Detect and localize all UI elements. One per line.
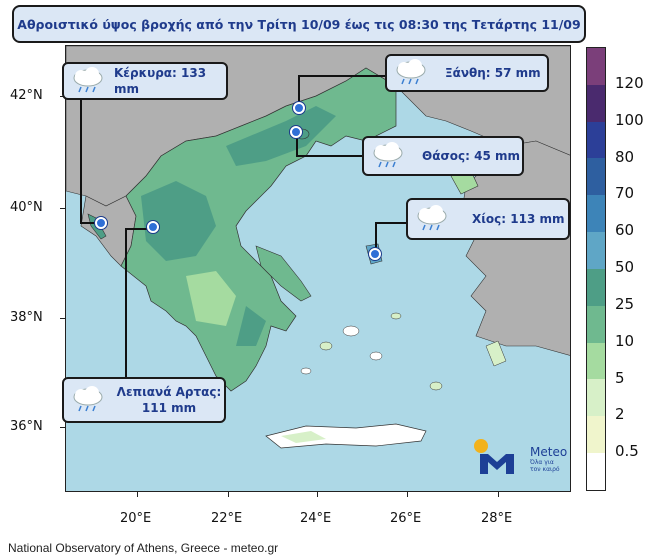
leader-line-thasos (296, 131, 298, 156)
y-tick-mark (60, 427, 65, 428)
greece-rainfall-map (66, 46, 570, 491)
station-marker-thasos[interactable] (290, 126, 302, 138)
rain-cloud-icon (73, 67, 103, 93)
x-tick-mark (498, 492, 499, 497)
colorbar-segment (587, 342, 605, 380)
y-tick-label: 42°N (10, 88, 43, 103)
station-callout-lepiana[interactable]: Λεπιανά Αρτας: 111 mm (62, 377, 226, 423)
map-panel (65, 45, 571, 492)
colorbar-label: 60 (615, 221, 635, 240)
station-callout-kerkyra[interactable]: Κέρκυρα: 133 mm (62, 62, 228, 100)
leader-line-lepiana (125, 228, 127, 378)
colorbar-label: 100 (615, 110, 644, 129)
station-callout-xanthi[interactable]: Ξάνθη: 57 mm (385, 54, 549, 92)
station-marker-kerkyra[interactable] (95, 217, 107, 229)
map-title-box: Αθροιστικό ύψος βροχής από την Τρίτη 10/… (12, 5, 586, 43)
y-tick-mark (60, 208, 65, 209)
rain-cloud-icon (73, 386, 103, 412)
colorbar-segment (587, 84, 605, 122)
x-tick-label: 26°E (390, 511, 422, 526)
colorbar-label: 2 (615, 405, 625, 424)
rain-cloud-icon (373, 142, 403, 168)
rain-cloud-icon (417, 205, 447, 231)
leader-line-chios (375, 222, 409, 224)
meteo-logo: Meteo Όλα για τον καιρό (470, 436, 570, 484)
x-tick-mark (228, 492, 229, 497)
colorbar-label: 0.5 (615, 442, 639, 461)
colorbar-label: 5 (615, 368, 625, 387)
colorbar-segment (587, 379, 605, 417)
colorbar-label: 70 (615, 184, 635, 203)
rain-cloud-icon (396, 59, 426, 85)
colorbar-label: 50 (615, 258, 635, 276)
y-tick-label: 38°N (10, 310, 43, 325)
meteo-logo-mark (474, 439, 514, 474)
leader-line-kerkyra (80, 96, 82, 224)
station-label-kerkyra: Κέρκυρα: 133 mm (114, 66, 207, 96)
x-tick-label: 28°E (481, 511, 513, 526)
logo-name: Meteo (530, 445, 568, 459)
x-tick-label: 20°E (120, 511, 152, 526)
leader-line-chios (375, 222, 377, 254)
colorbar-segment (587, 453, 605, 490)
station-label-chios: Χίος: 113 mm (472, 212, 565, 226)
leader-line-kerkyra (80, 222, 102, 224)
x-tick-label: 22°E (211, 511, 243, 526)
x-tick-mark (137, 492, 138, 497)
x-tick-label: 24°E (300, 511, 332, 526)
colorbar-label: 10 (615, 331, 635, 350)
colorbar-segment (587, 121, 605, 159)
colorbar-segment (587, 158, 605, 196)
station-label-xanthi: Ξάνθη: 57 mm (445, 66, 541, 80)
station-callout-thasos[interactable]: Θάσος: 45 mm (362, 136, 524, 176)
station-marker-xanthi[interactable] (293, 102, 305, 114)
colorbar-label: 25 (615, 294, 635, 313)
colorbar (586, 47, 606, 491)
station-label-thasos: Θάσος: 45 mm (422, 149, 521, 163)
colorbar-label: 120 (615, 73, 644, 92)
x-tick-mark (317, 492, 318, 497)
x-tick-mark (407, 492, 408, 497)
station-label-lepiana-value: 111 mm (141, 401, 197, 415)
station-callout-chios[interactable]: Χίος: 113 mm (406, 198, 570, 240)
logo-tagline-2: τον καιρό (530, 466, 560, 473)
leader-line-thasos (296, 155, 364, 157)
colorbar-segment (587, 232, 605, 269)
leader-line-xanthi (298, 75, 300, 108)
leader-line-xanthi (298, 75, 388, 77)
map-title: Αθροιστικό ύψος βροχής από την Τρίτη 10/… (17, 16, 581, 32)
colorbar-label: 80 (615, 147, 635, 166)
y-tick-label: 36°N (10, 419, 43, 434)
colorbar-segment (587, 268, 605, 306)
station-label-lepiana: Λεπιανά Αρτας: (116, 385, 222, 399)
leader-line-lepiana (125, 228, 153, 230)
y-tick-label: 40°N (10, 200, 43, 215)
colorbar-segment (587, 195, 605, 233)
colorbar-segment (587, 416, 605, 454)
station-marker-lepiana[interactable] (147, 221, 159, 233)
station-marker-chios[interactable] (369, 248, 381, 260)
colorbar-segment (587, 305, 605, 343)
footer-credit: National Observatory of Athens, Greece -… (8, 541, 279, 555)
logo-tagline-1: Όλα για (530, 459, 554, 466)
colorbar-segment (587, 48, 605, 85)
y-tick-mark (60, 318, 65, 319)
